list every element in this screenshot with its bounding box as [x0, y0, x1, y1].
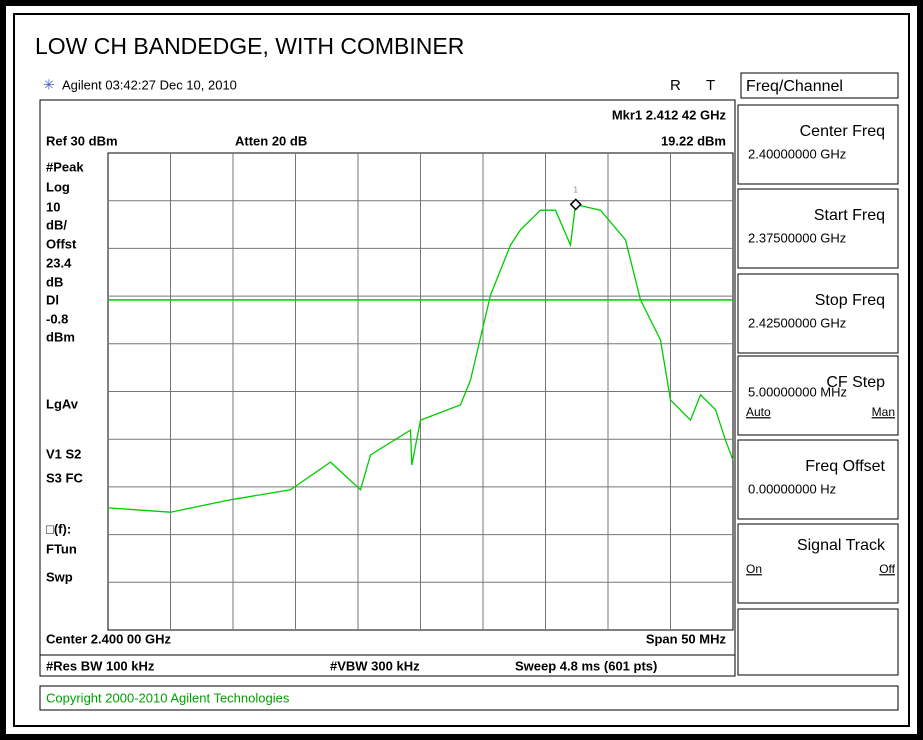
- softkey-value: 2.42500000 GHz: [748, 315, 846, 330]
- softkey-option: Man: [872, 405, 895, 419]
- left-label: Swp: [46, 569, 73, 584]
- softkey-box[interactable]: [737, 608, 899, 676]
- logo-icon: ✳: [43, 77, 55, 93]
- status-bar: Copyright 2000-2010 Agilent Technologies: [46, 690, 290, 705]
- left-label: FTun: [46, 541, 77, 556]
- softkey-label: Stop Freq: [815, 292, 885, 309]
- rbw: #Res BW 100 kHz: [46, 658, 155, 673]
- left-label: S3 FC: [46, 470, 83, 485]
- softkey-label: Freq Offset: [805, 458, 885, 475]
- softkey-menu-box: [740, 72, 899, 99]
- marker-level: 19.22 dBm: [661, 133, 726, 148]
- softkey-menu: Freq/Channel: [746, 78, 843, 95]
- left-label: dBm: [46, 329, 75, 344]
- vbw: #VBW 300 kHz: [330, 658, 420, 673]
- left-label: Dl: [46, 292, 59, 307]
- softkey-box[interactable]: [737, 439, 899, 520]
- softkey-label: Center Freq: [800, 123, 885, 140]
- softkey-box[interactable]: [737, 104, 899, 185]
- left-label: V1 S2: [46, 446, 81, 461]
- flag-r: R: [670, 77, 681, 94]
- inner-frame: [13, 13, 910, 727]
- left-label: dB: [46, 274, 63, 289]
- status-box: [39, 685, 899, 711]
- left-label: 10: [46, 199, 60, 214]
- left-label: -0.8: [46, 311, 68, 326]
- softkey-option: Auto: [746, 405, 771, 419]
- softkey-box[interactable]: [737, 523, 899, 604]
- softkey-option: On: [746, 562, 762, 576]
- softkey-value: 2.37500000 GHz: [748, 230, 846, 245]
- flag-t: T: [706, 77, 715, 94]
- softkey-box[interactable]: [737, 273, 899, 354]
- left-label: Log: [46, 179, 70, 194]
- softkey-label: Signal Track: [797, 537, 886, 554]
- sweep: Sweep 4.8 ms (601 pts): [515, 658, 657, 673]
- marker-readout: Mkr1 2.412 42 GHz: [612, 107, 727, 122]
- softkey-value: 0.00000000 Hz: [748, 481, 836, 496]
- marker: [569, 198, 582, 211]
- attenuation: Atten 20 dB: [235, 133, 307, 148]
- left-label: Offst: [46, 236, 77, 251]
- softkey-value: 2.40000000 GHz: [748, 146, 846, 161]
- softkey-box[interactable]: [737, 355, 899, 436]
- left-label: LgAv: [46, 396, 79, 411]
- trace: [107, 203, 734, 513]
- softkey-box[interactable]: [737, 188, 899, 269]
- left-label: □(f):: [46, 521, 71, 536]
- span: Span 50 MHz: [646, 631, 727, 646]
- marker-number: 1: [574, 186, 579, 195]
- softkey-label: Start Freq: [814, 207, 885, 224]
- display-box: [39, 99, 736, 677]
- softkey-label: CF Step: [826, 374, 885, 391]
- softkey-option: Off: [879, 562, 895, 576]
- left-label: dB/: [46, 217, 67, 232]
- left-label: 23.4: [46, 255, 72, 270]
- header-status: Agilent 03:42:27 Dec 10, 2010: [62, 77, 237, 92]
- title: LOW CH BANDEDGE, WITH COMBINER: [35, 33, 464, 59]
- left-label: #Peak: [46, 159, 84, 174]
- ref-level: Ref 30 dBm: [46, 133, 118, 148]
- center-freq: Center 2.400 00 GHz: [46, 631, 172, 646]
- softkey-value: 5.00000000 MHz: [748, 384, 847, 399]
